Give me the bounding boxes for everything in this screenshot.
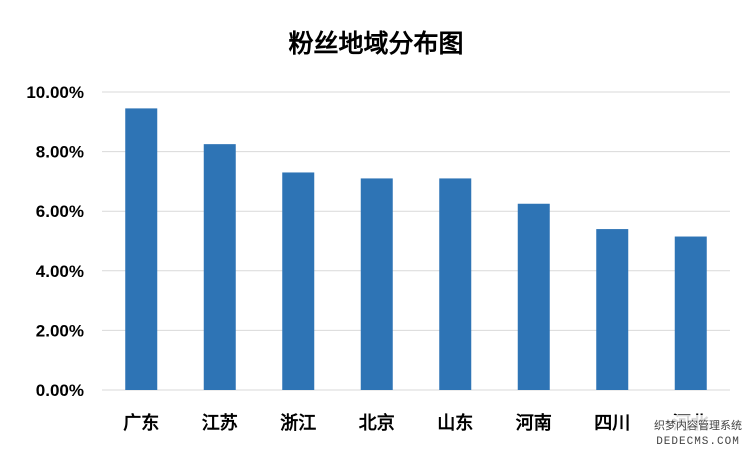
- x-tick-label: 北京: [359, 412, 395, 434]
- watermark-line1: 织梦内容管理系统: [654, 418, 742, 432]
- bars: [125, 108, 707, 390]
- y-tick-label: 6.00%: [36, 202, 84, 221]
- bar-3: [282, 172, 315, 390]
- x-tick-label: 河南: [516, 412, 552, 434]
- bar-5: [439, 178, 472, 390]
- gridlines: [102, 91, 730, 391]
- bar-1: [125, 108, 158, 390]
- chart-title: 粉丝地域分布图: [288, 29, 463, 58]
- bar-8: [674, 236, 707, 390]
- bar-7: [596, 229, 629, 390]
- watermark-line2: DEDECMS.COM: [656, 436, 740, 448]
- x-tick-label: 广东: [123, 412, 159, 434]
- bar-4: [360, 178, 393, 390]
- x-tick-label: 四川: [594, 413, 630, 434]
- x-tick-label: 浙江: [280, 412, 316, 434]
- y-tick-label: 4.00%: [36, 262, 84, 281]
- bar-2: [203, 144, 236, 390]
- y-tick-label: 10.00%: [26, 83, 84, 102]
- x-tick-label: 江苏: [202, 412, 238, 434]
- y-tick-label: 2.00%: [36, 321, 84, 340]
- x-tick-label: 山东: [437, 412, 473, 434]
- y-axis-ticks: 0.00% 2.00% 4.00% 6.00% 8.00% 10.00%: [26, 83, 84, 400]
- y-tick-label: 0.00%: [36, 381, 84, 400]
- watermark: 织梦内容管理系统 DEDECMS.COM: [646, 415, 750, 449]
- y-tick-label: 8.00%: [36, 143, 84, 162]
- bar-6: [517, 203, 550, 390]
- x-axis-ticks: 广东江苏浙江北京山东河南四川河北: [123, 412, 709, 434]
